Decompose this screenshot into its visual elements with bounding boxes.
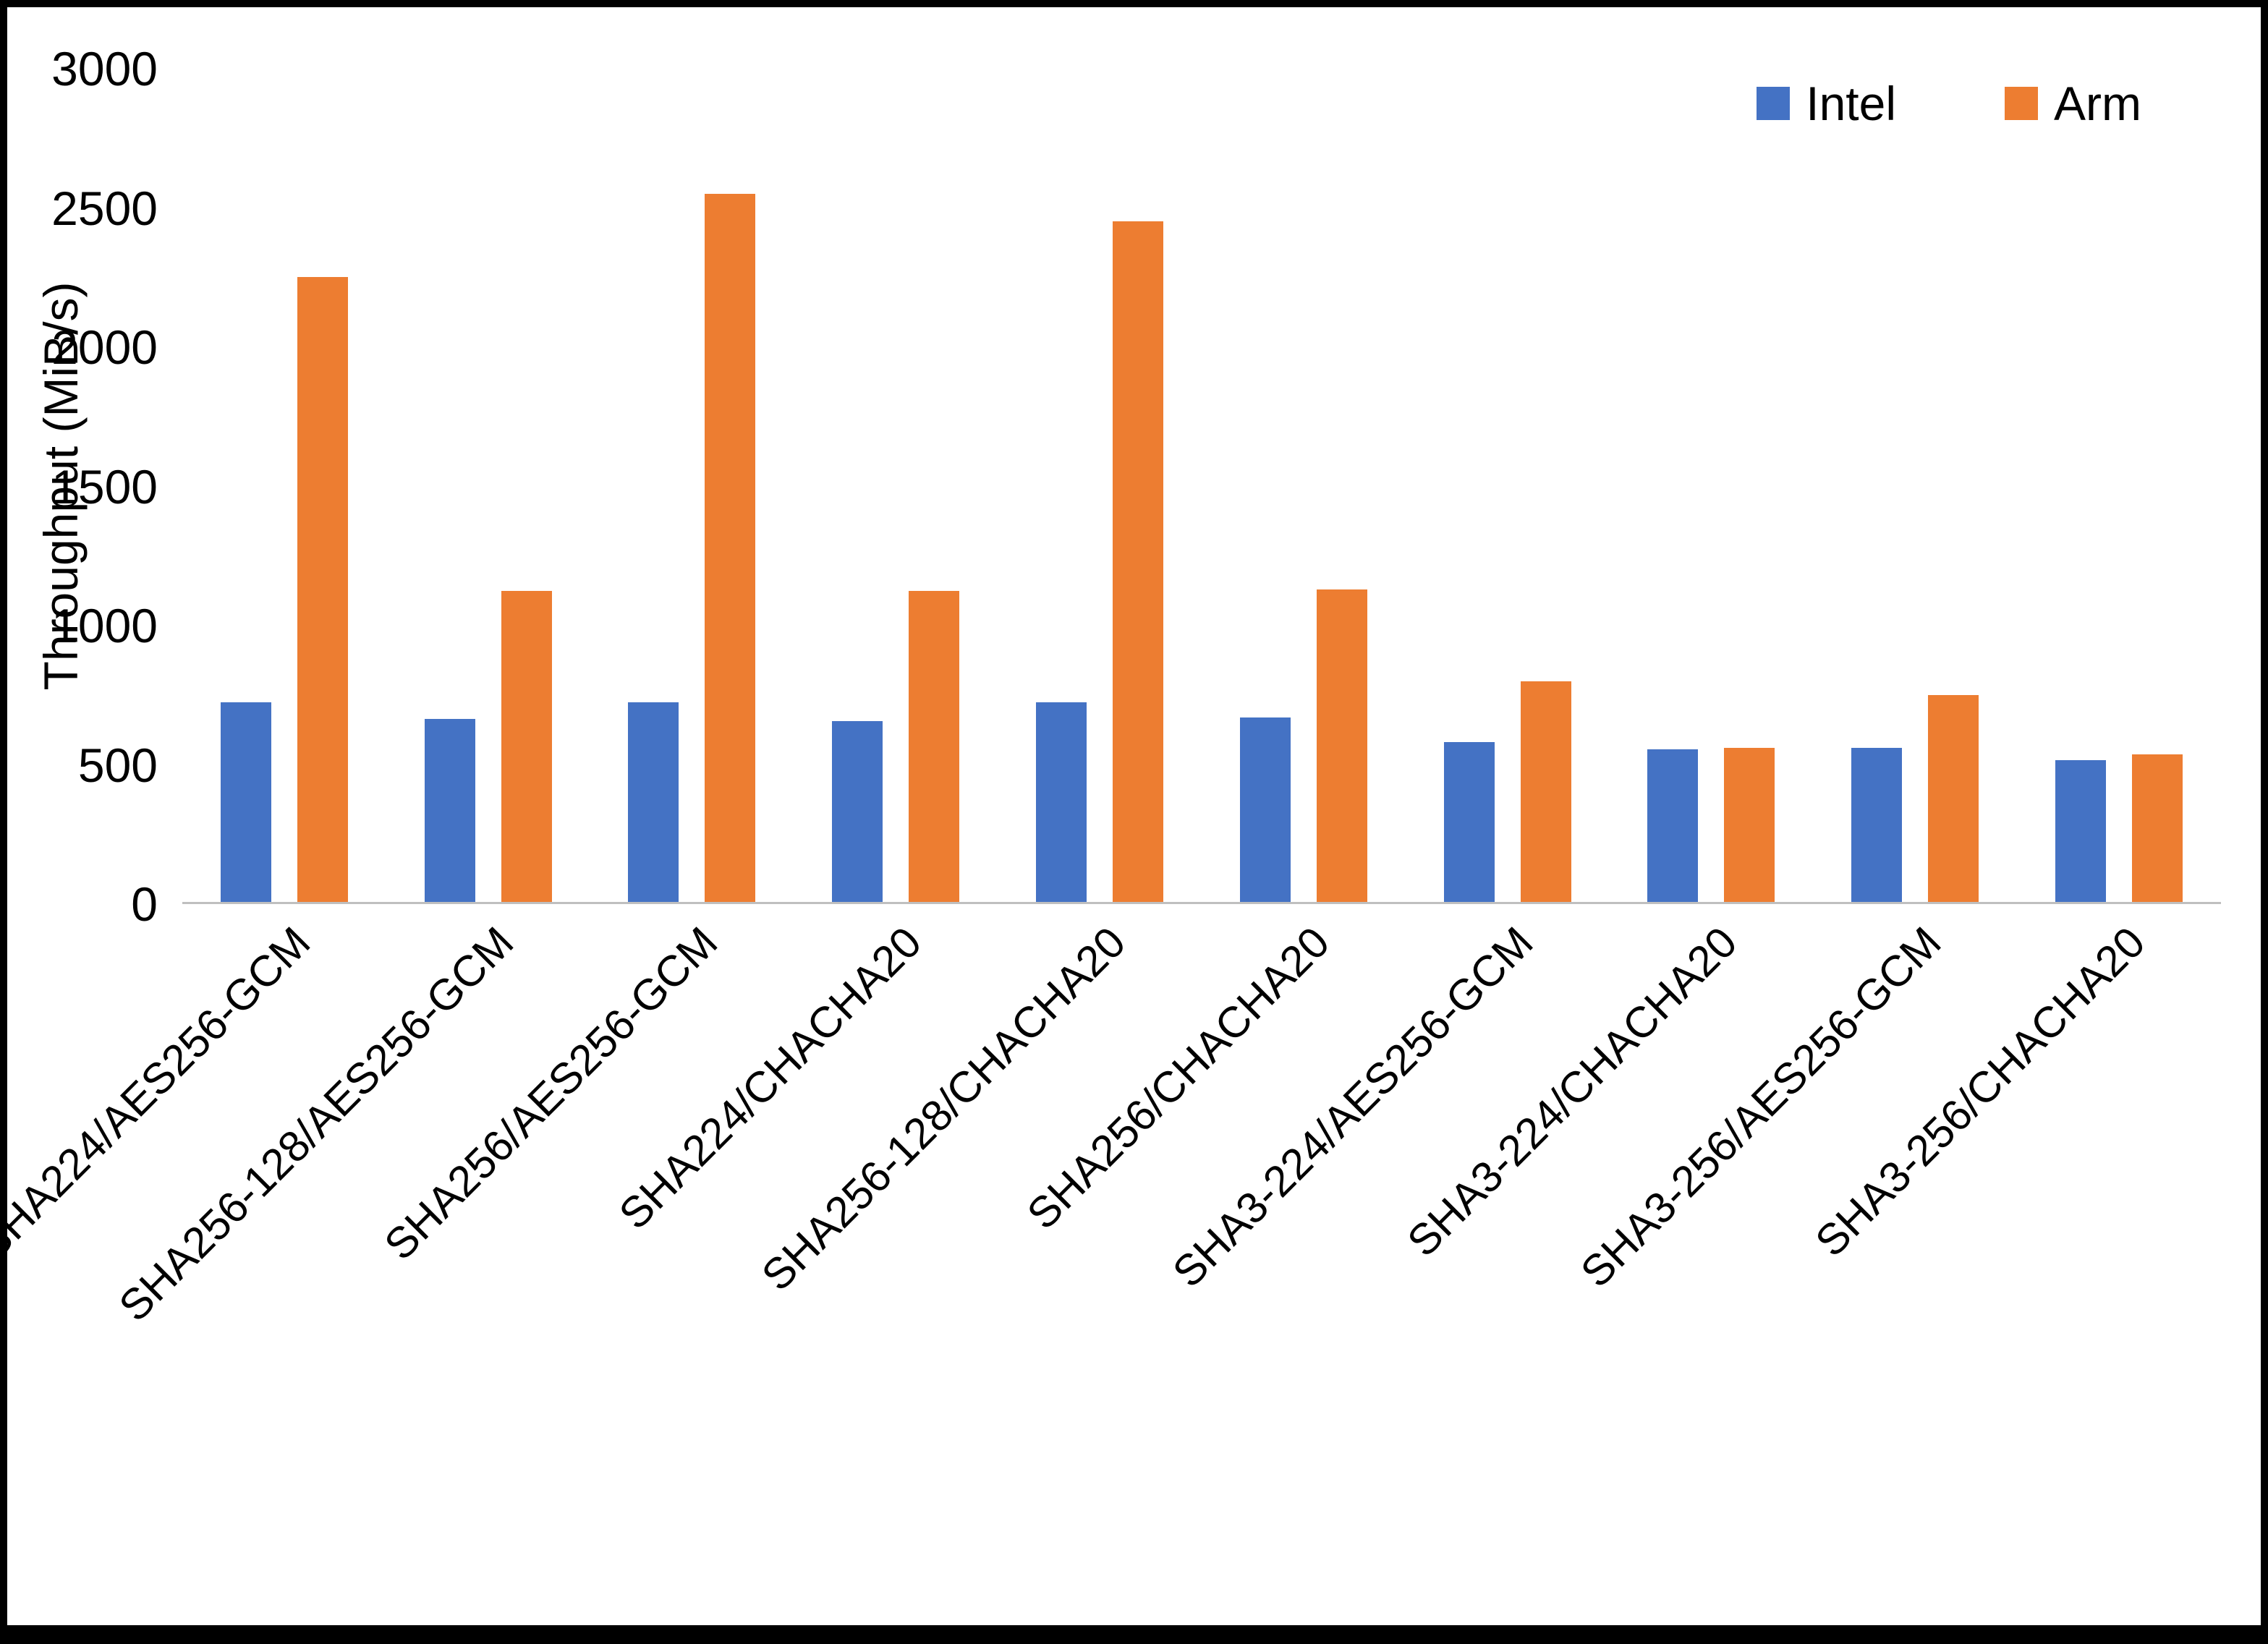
y-axis-tick-label: 500	[77, 738, 158, 792]
y-axis-ticks: 0 500 1000 1500 2000 2500 3000	[7, 42, 158, 931]
bar-arm	[297, 277, 348, 902]
legend: Intel Arm	[1757, 76, 2141, 131]
y-axis-tick-label: 3000	[51, 42, 158, 95]
bar-intel	[1239, 717, 1291, 902]
plot-area: Intel Arm	[182, 69, 2221, 904]
bar-group	[2017, 69, 2221, 902]
bar-group	[182, 69, 386, 902]
bar-group	[794, 69, 998, 902]
bar-arm	[1113, 221, 1164, 902]
x-axis-label: SHA3-224/AES256-GCM	[1163, 917, 1542, 1297]
bar-group	[998, 69, 1202, 902]
bar-arm	[1520, 681, 1571, 902]
bar-group	[1610, 69, 1814, 902]
bar-intel	[2055, 760, 2107, 902]
bar-group	[590, 69, 794, 902]
legend-swatch-icon	[2005, 87, 2039, 120]
bar-intel	[628, 702, 679, 902]
legend-label: Arm	[2054, 77, 2141, 130]
x-axis-label: SHA256-128/AES256-GCM	[109, 917, 523, 1331]
bar-intel	[424, 718, 475, 902]
bar-intel	[832, 721, 883, 902]
bar-group	[1202, 69, 1406, 902]
x-axis-label: SHA256-128/CHACHA20	[752, 917, 1135, 1300]
x-axis-label: SHA3-224/CHACHA20	[1398, 917, 1746, 1266]
bar-arm	[2132, 754, 2183, 902]
bar-arm	[1316, 589, 1367, 902]
bar-intel	[1036, 702, 1087, 902]
x-axis-label: SHA224/AES256-GCM	[0, 917, 319, 1269]
bar-arm	[1724, 747, 1775, 902]
bar-group	[1813, 69, 2017, 902]
y-axis-tick-label: 0	[131, 877, 158, 931]
legend-label: Intel	[1806, 77, 1897, 130]
x-axis-label: SHA3-256/CHACHA20	[1805, 917, 2154, 1266]
bar-intel	[1647, 749, 1699, 902]
x-axis-labels: SHA224/AES256-GCM SHA256-128/AES256-GCM SH…	[0, 917, 2221, 1583]
x-axis-label: SHA3-256/AES256-GCM	[1571, 917, 1950, 1297]
y-axis-tick-label: 2500	[51, 181, 158, 235]
bar-intel	[1851, 747, 1903, 902]
bar-group	[386, 69, 590, 902]
legend-item-intel: Intel	[1757, 76, 1896, 131]
x-axis-label: SHA256/AES256-GCM	[375, 917, 727, 1269]
bar-arm	[705, 193, 756, 902]
y-axis-tick-label: 1000	[51, 599, 158, 652]
bar-arm	[1928, 694, 1979, 902]
bar-intel	[1443, 742, 1495, 902]
bar-group	[1406, 69, 1610, 902]
y-axis-tick-label: 1500	[51, 459, 158, 514]
y-axis-tick-label: 2000	[51, 320, 158, 374]
bar-groups	[182, 69, 2221, 902]
legend-swatch-icon	[1757, 87, 1791, 120]
legend-item-arm: Arm	[2005, 76, 2141, 131]
bar-arm	[909, 590, 960, 902]
bar-arm	[501, 590, 552, 902]
bar-intel	[220, 702, 271, 902]
